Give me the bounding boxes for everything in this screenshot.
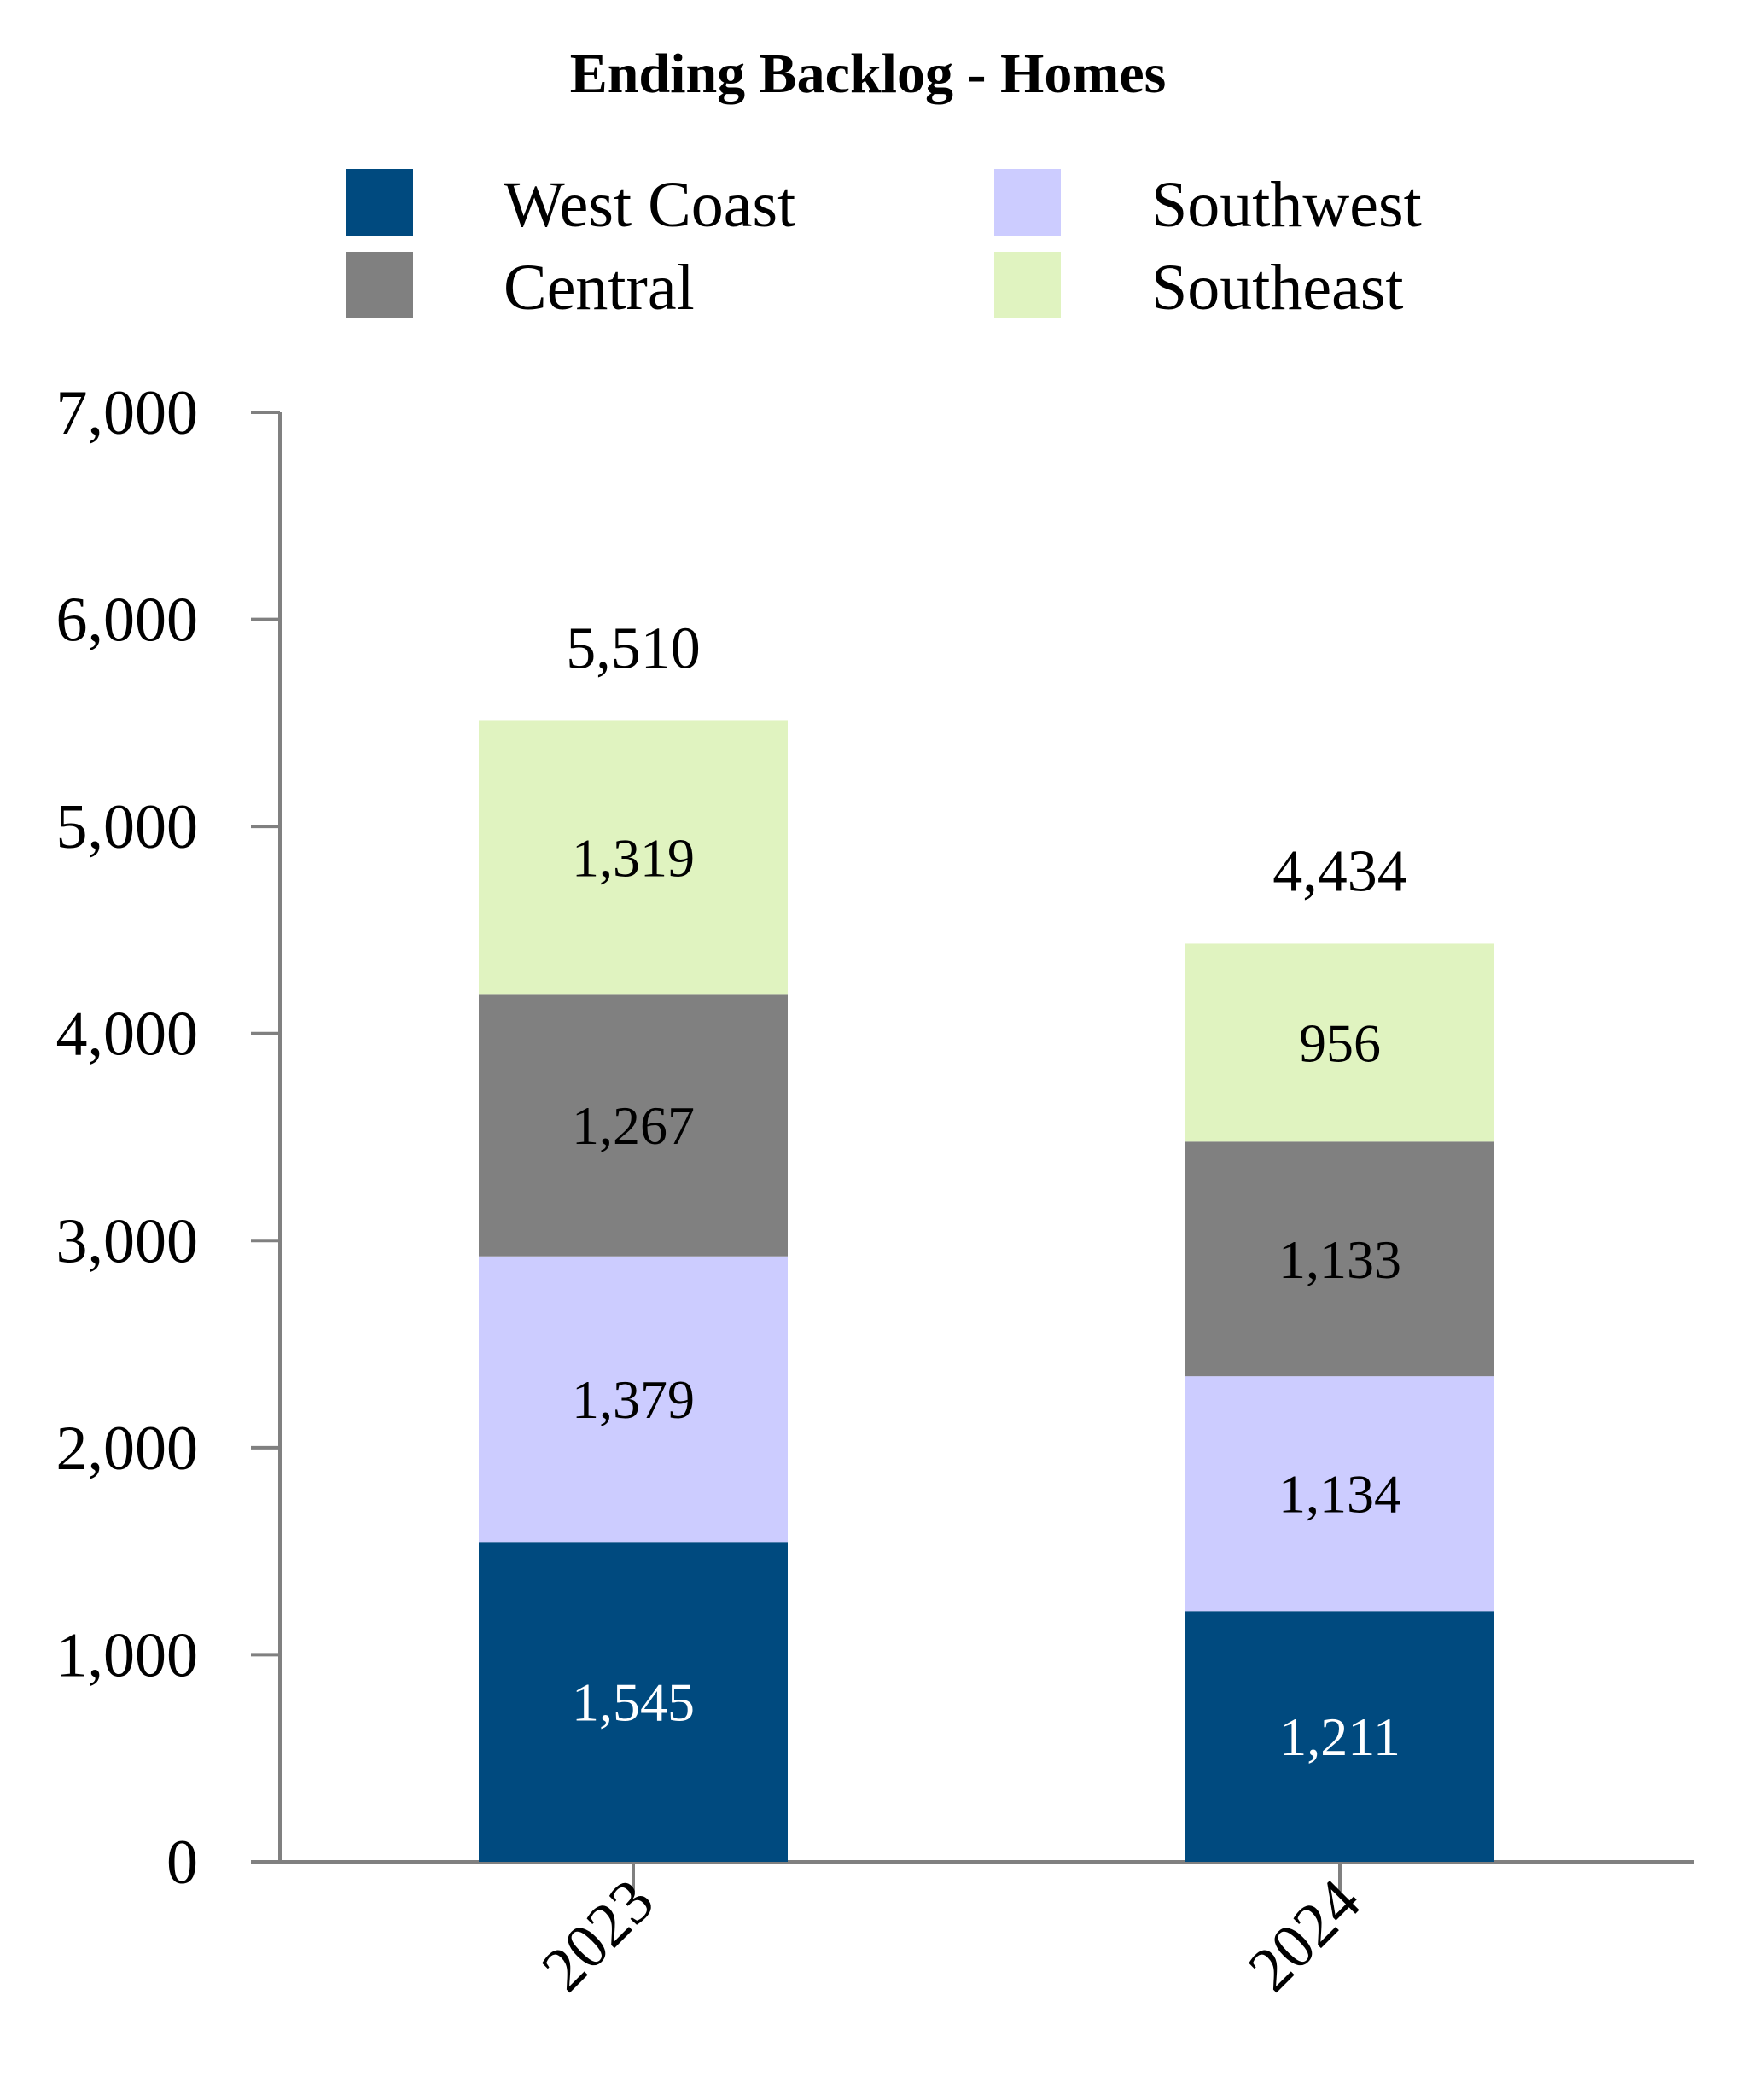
legend-label-central: Central [504, 252, 695, 324]
bar-segment-southeast-2024 [1185, 943, 1494, 1142]
data-label-west-coast-2024: 1,211 [1279, 1706, 1400, 1767]
bar-segment-southwest-2024 [1185, 1376, 1494, 1612]
y-tick-label: 7,000 [56, 378, 199, 448]
y-axis: 0 1,000 2,000 3,000 4,000 5,000 6,000 7,000 [56, 378, 282, 1898]
bar-segment-west-coast-2024 [1185, 1611, 1494, 1862]
y-tick-label: 5,000 [56, 792, 199, 862]
bar-segment-central-2024 [1185, 1141, 1494, 1377]
total-label-2024: 4,434 [1272, 838, 1407, 904]
total-label-2023: 5,510 [566, 615, 701, 681]
data-label-central-2024: 1,133 [1278, 1229, 1401, 1290]
x-tick-label-2024: 2024 [1235, 1866, 1374, 2005]
bar-segment-west-coast-2023 [479, 1542, 788, 1862]
y-tick-label: 1,000 [56, 1620, 199, 1690]
y-tick-label: 3,000 [56, 1206, 199, 1276]
legend-swatch-southeast [994, 252, 1061, 318]
y-tick-label: 2,000 [56, 1414, 199, 1484]
legend-swatch-southwest [994, 169, 1061, 236]
bars: 1,545 1,379 1,267 1,319 5,510 1,211 1,134 1,133… [479, 615, 1494, 1862]
legend-label-southwest: Southwest [1151, 169, 1422, 241]
bar-segment-southeast-2023 [479, 720, 788, 995]
legend: West Coast Southwest Central Southeast [346, 169, 1422, 324]
y-tick-label: 0 [166, 1828, 198, 1898]
x-tick-label-2023: 2023 [528, 1866, 667, 2005]
data-label-southeast-2024: 956 [1299, 1012, 1381, 1073]
data-label-southwest-2024: 1,134 [1278, 1464, 1401, 1525]
y-tick-label: 4,000 [56, 1000, 199, 1070]
data-label-central-2023: 1,267 [572, 1095, 695, 1156]
bar-segment-southwest-2023 [479, 1256, 788, 1543]
legend-label-west-coast: West Coast [504, 169, 795, 241]
data-label-west-coast-2023: 1,545 [572, 1672, 695, 1733]
chart-title: Ending Backlog - Homes [570, 43, 1167, 105]
legend-label-southeast: Southeast [1151, 252, 1404, 324]
data-label-southeast-2023: 1,319 [572, 827, 695, 888]
y-tick-label: 6,000 [56, 586, 199, 656]
bar-segment-central-2023 [479, 994, 788, 1257]
legend-swatch-west-coast [346, 169, 413, 236]
x-axis: 2023 2024 [280, 1860, 1694, 2005]
legend-swatch-central [346, 252, 413, 318]
data-label-southwest-2023: 1,379 [572, 1369, 695, 1430]
